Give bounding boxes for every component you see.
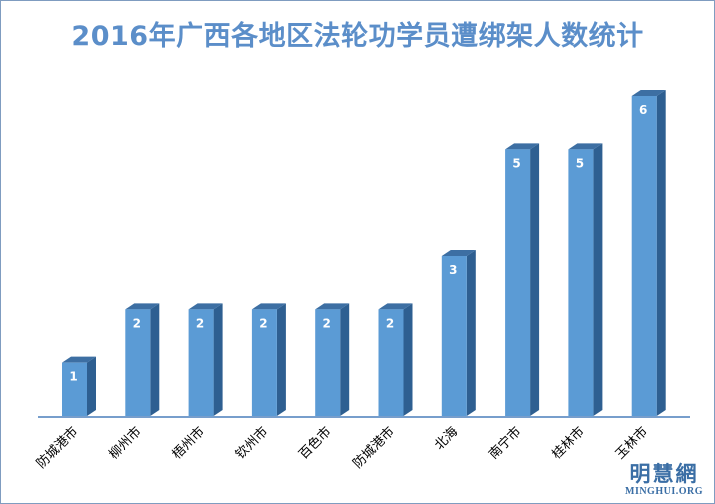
bar-top-face (125, 303, 160, 310)
bar-value-label: 6 (639, 103, 647, 117)
bar-top-face (568, 143, 603, 150)
bar-4: 2 (251, 303, 286, 416)
bar-top-face (62, 356, 96, 363)
bar-5: 2 (315, 303, 350, 416)
bar-top-face (188, 303, 223, 310)
x-tick-label: 钦州市 (232, 424, 271, 463)
bar-front-face (315, 309, 341, 416)
bar-front-face (188, 309, 214, 416)
x-tick-label: 桂林市 (549, 424, 588, 463)
bar-top-face (378, 303, 413, 310)
bar-value-label: 3 (449, 263, 457, 277)
x-tick-label: 防城港市 (350, 424, 398, 472)
bar-value-label: 2 (323, 316, 331, 330)
bar-side-face (276, 303, 286, 416)
bar-value-label: 2 (386, 316, 394, 330)
bar-front-face (125, 309, 151, 416)
bar-8: 5 (505, 143, 540, 417)
bar-value-label: 5 (512, 156, 520, 170)
bar-10: 6 (631, 90, 666, 416)
bar-side-face (466, 250, 476, 416)
bar-value-label: 2 (133, 316, 141, 330)
bar-side-face (530, 143, 540, 417)
bar-side-face (403, 303, 413, 416)
bar-2: 2 (125, 303, 160, 416)
bar-side-face (593, 143, 603, 417)
bar-front-face (62, 362, 87, 416)
tick-labels-group: 防城港市 柳州市 梧州市 钦州市 百色市 防城港市 北海 南宁市 桂林市 玉林市 (33, 424, 651, 472)
x-tick-label: 北海 (432, 424, 461, 453)
x-tick-label: 防城港市 (33, 424, 81, 472)
minghui-logo: 明慧網 MINGHUI.ORG (625, 462, 703, 498)
bar-top-face (631, 90, 666, 96)
bar-6: 2 (378, 303, 413, 416)
x-tick-label: 柳州市 (106, 424, 145, 463)
bar-front-face (251, 309, 277, 416)
logo-text-cn: 明慧網 (629, 461, 699, 486)
bar-top-face (505, 143, 540, 150)
bar-9: 5 (568, 143, 603, 417)
bar-side-face (150, 303, 160, 416)
bar-side-face (213, 303, 223, 416)
x-tick-label: 梧州市 (169, 424, 208, 463)
bar-top-face (251, 303, 286, 310)
bar-value-label: 2 (259, 316, 267, 330)
bar-value-label: 2 (196, 316, 204, 330)
bar-front-face (568, 149, 594, 417)
bar-side-face (340, 303, 350, 416)
bar-value-label: 5 (576, 156, 584, 170)
bar-value-label: 1 (69, 370, 77, 384)
bar-side-face (87, 356, 96, 416)
bar-side-face (656, 90, 666, 416)
x-tick-label: 百色市 (296, 424, 335, 463)
bar-top-face (441, 250, 476, 256)
bar-1: 1 (62, 356, 96, 416)
bar-3: 2 (188, 303, 223, 416)
bar-front-face (441, 256, 467, 416)
bar-top-face (315, 303, 350, 310)
bars-group: 1 2 2 2 2 2 3 5 5 6 (62, 90, 666, 417)
x-tick-label: 玉林市 (612, 424, 651, 463)
bar-front-face (505, 149, 531, 417)
bar-7: 3 (441, 250, 476, 416)
bar-front-face (631, 96, 657, 416)
logo-text-en: MINGHUI.ORG (625, 486, 703, 497)
x-tick-label: 南宁市 (486, 424, 525, 463)
bar-front-face (378, 309, 404, 416)
chart-title: 2016年广西各地区法轮功学员遭绑架人数统计 (71, 21, 644, 52)
